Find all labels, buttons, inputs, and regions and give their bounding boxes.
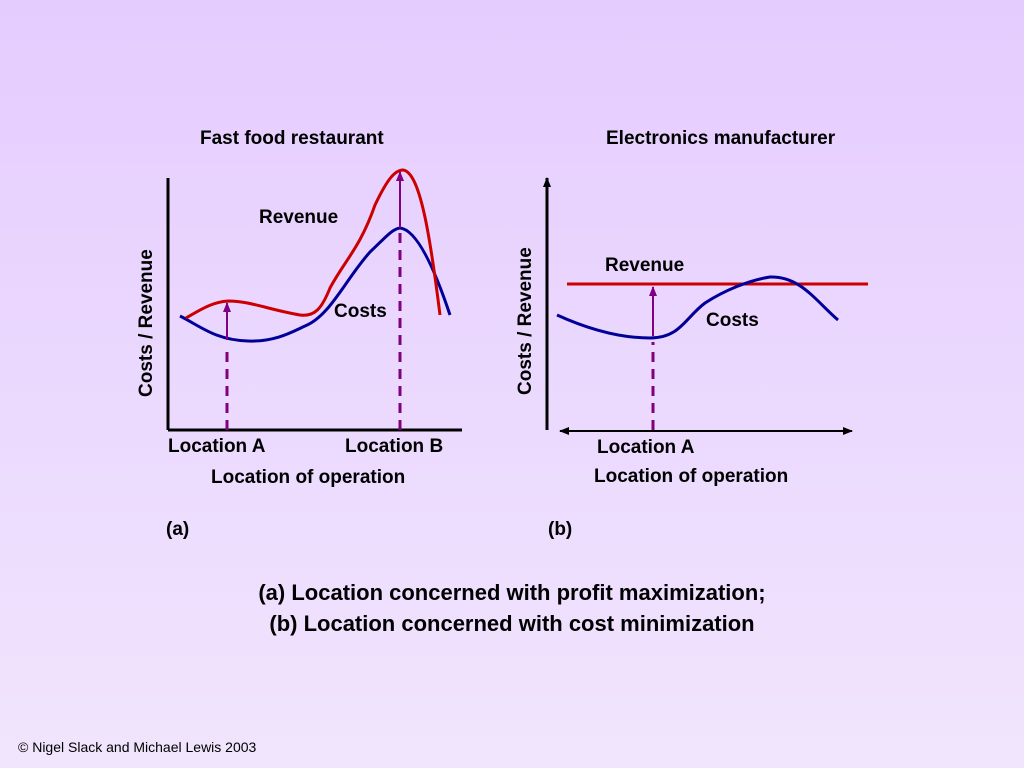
panel-b-costs-curve xyxy=(556,275,839,340)
panel-a-y-axis-label: Costs / Revenue xyxy=(136,249,157,397)
panel-b-axes xyxy=(543,177,853,435)
panel-b-costs-label: Costs xyxy=(706,310,759,331)
caption-line-2: (b) Location concerned with cost minimiz… xyxy=(269,611,755,636)
panel-b-tag: (b) xyxy=(548,519,573,540)
panel-a-title: Fast food restaurant xyxy=(200,128,384,149)
panel-b-y-axis-label: Costs / Revenue xyxy=(515,247,536,395)
panel-a-location-b-label: Location B xyxy=(345,436,444,457)
panel-a-tag: (a) xyxy=(166,519,190,540)
panel-a-costs-curve xyxy=(179,226,452,343)
caption-line-1: (a) Location concerned with profit maxim… xyxy=(258,580,766,605)
panel-a-axes xyxy=(166,178,462,432)
copyright-notice: © Nigel Slack and Michael Lewis 2003 xyxy=(18,739,257,755)
panel-b-title: Electronics manufacturer xyxy=(606,128,836,149)
panel-b-location-a-label: Location A xyxy=(597,437,695,458)
panel-b-revenue-label: Revenue xyxy=(605,255,685,276)
panel-a-costs-label: Costs xyxy=(334,301,387,322)
panel-a-x-axis-label: Location of operation xyxy=(211,467,406,488)
panel-a-revenue-curve xyxy=(185,168,442,320)
panel-a-revenue-label: Revenue xyxy=(259,207,339,228)
panel-a-location-a-label: Location A xyxy=(168,436,266,457)
panel-b-x-axis-label: Location of operation xyxy=(594,466,789,487)
